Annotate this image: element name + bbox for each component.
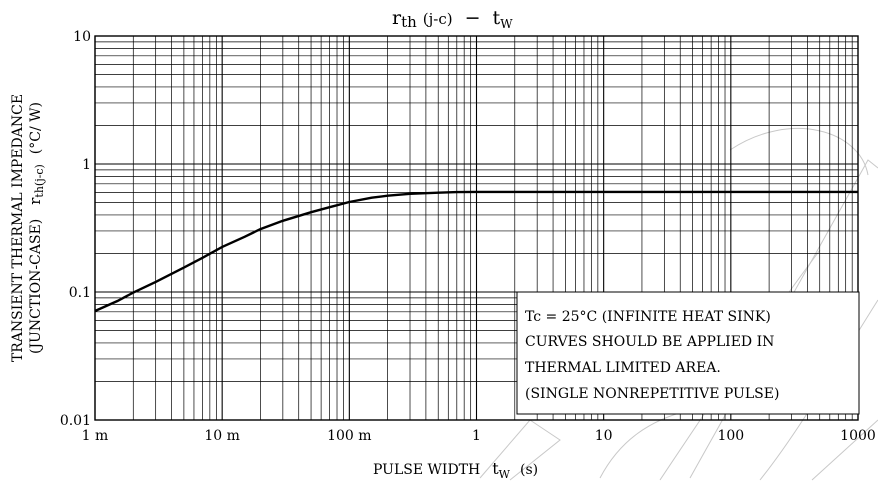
title-dash: − xyxy=(465,7,481,29)
title-symbol: r xyxy=(392,7,402,29)
title-tw-subscript: W xyxy=(500,17,513,31)
y-axis-unit: (°C/ W) xyxy=(28,102,44,154)
x-axis-unit: (s) xyxy=(520,462,538,478)
x-axis-label: PULSE WIDTH tW (s) xyxy=(373,459,538,481)
x-tick-label: 1 m xyxy=(82,428,109,444)
y-axis-label-line2: (JUNCTION-CASE) rth(j-c) (°C/ W) xyxy=(26,102,46,354)
x-tick-label: 1000 xyxy=(840,428,876,444)
annotation-line-3: THERMAL LIMITED AREA. xyxy=(525,360,721,376)
x-axis-label-text: PULSE WIDTH xyxy=(373,462,480,478)
x-tick-label: 10 xyxy=(595,428,613,444)
y-axis-symbol: r xyxy=(26,197,44,205)
annotation-box: Tc = 25°C (INFINITE HEAT SINK) CURVES SH… xyxy=(516,291,860,415)
y-axis-subscript: th(j-c) xyxy=(33,164,46,197)
y-tick-label: 0.01 xyxy=(60,413,91,429)
y-axis-label-line1: TRANSIENT THERMAL IMPEDANCE xyxy=(10,94,26,362)
title-tw: t xyxy=(493,7,501,29)
annotation-line-1: Tc = 25°C (INFINITE HEAT SINK) xyxy=(525,309,771,325)
y-tick-label: 1 xyxy=(82,157,91,173)
annotation-line-2: CURVES SHOULD BE APPLIED IN xyxy=(525,334,774,350)
x-axis-subscript: W xyxy=(499,468,511,481)
x-axis-symbol: t xyxy=(492,459,499,478)
y-tick-label: 10 xyxy=(73,29,91,45)
x-tick-label: 100 m xyxy=(327,428,371,444)
plot-frame xyxy=(94,35,859,421)
x-tick-label: 100 xyxy=(717,428,744,444)
y-axis-label-text: (JUNCTION-CASE) xyxy=(28,219,44,354)
series-line xyxy=(94,190,858,313)
title-paren: (j-c) xyxy=(423,10,453,28)
y-tick-label: 0.1 xyxy=(69,285,91,301)
x-tick-label: 1 xyxy=(472,428,481,444)
chart-title: rth (j-c) − tW xyxy=(392,7,513,31)
annotation-line-4: (SINGLE NONREPETITIVE PULSE) xyxy=(525,386,779,402)
x-tick-label: 10 m xyxy=(204,428,240,444)
title-subscript: th xyxy=(401,13,417,31)
